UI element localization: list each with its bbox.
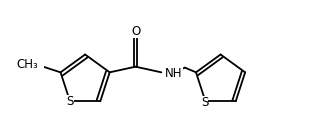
Text: NH: NH — [165, 67, 183, 80]
Text: S: S — [201, 96, 208, 109]
Text: CH₃: CH₃ — [16, 58, 38, 71]
Text: O: O — [131, 25, 140, 38]
Text: S: S — [66, 95, 74, 108]
